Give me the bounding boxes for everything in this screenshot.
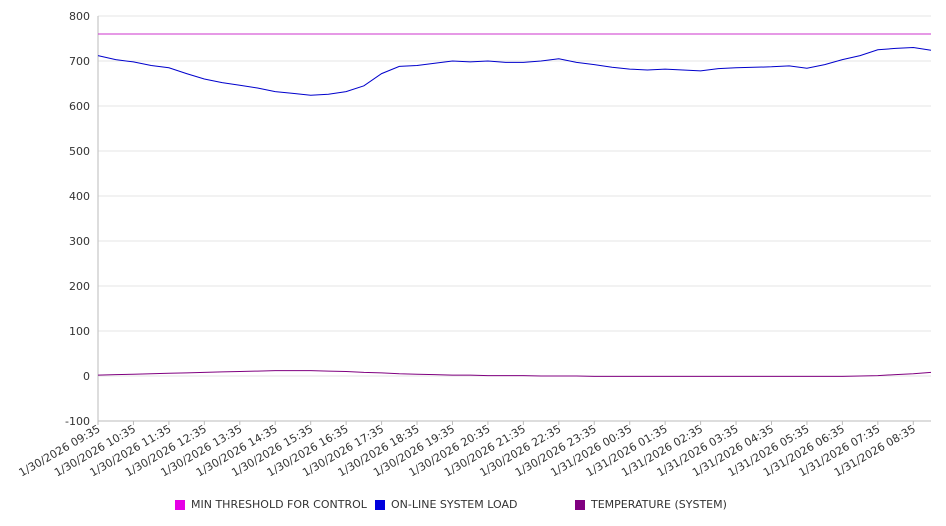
y-tick-label: 500	[69, 145, 90, 158]
legend-item-temperature: TEMPERATURE (SYSTEM)	[575, 498, 727, 511]
y-tick-label: 700	[69, 55, 90, 68]
y-tick-label: 300	[69, 235, 90, 248]
axes	[97, 16, 931, 422]
legend-swatch-system-load	[375, 499, 385, 510]
legend-swatch-temperature	[575, 499, 585, 510]
legend-label-temperature: TEMPERATURE (SYSTEM)	[591, 498, 727, 511]
y-tick-label: 600	[69, 100, 90, 113]
y-tick-label: 100	[69, 325, 90, 338]
gridlines	[98, 15, 931, 422]
series-line-system-load	[97, 46, 932, 96]
y-tick-label: 800	[69, 10, 90, 23]
series-line-temperature	[97, 370, 932, 377]
x-tick-labels: 1/30/2026 09:351/30/2026 10:351/30/2026 …	[17, 421, 918, 479]
y-tick-label: 0	[83, 370, 90, 383]
legend-swatch-threshold	[175, 499, 185, 510]
legend-item-threshold: MIN THRESHOLD FOR CONTROL	[175, 498, 367, 511]
y-tick-label: 200	[69, 280, 90, 293]
y-tick-label: 400	[69, 190, 90, 203]
series-lines	[97, 33, 932, 377]
legend: MIN THRESHOLD FOR CONTROL ON-LINE SYSTEM…	[0, 498, 946, 514]
legend-item-system-load: ON-LINE SYSTEM LOAD	[375, 498, 517, 511]
y-tick-label: -100	[65, 415, 90, 428]
y-tick-labels: 800 700 600 500 400 300 200 100 0 -100	[65, 10, 90, 428]
legend-label-threshold: MIN THRESHOLD FOR CONTROL	[191, 498, 367, 511]
legend-label-system-load: ON-LINE SYSTEM LOAD	[391, 498, 518, 511]
